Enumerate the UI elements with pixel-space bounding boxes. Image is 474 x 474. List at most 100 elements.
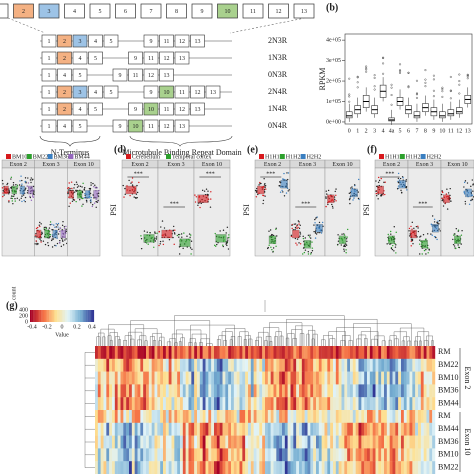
y-tick-label: 1e+05 (326, 99, 341, 105)
heat-cell (112, 435, 116, 449)
point (325, 190, 327, 192)
heat-cell (163, 461, 167, 474)
point (302, 237, 305, 240)
heat-cell (177, 435, 181, 449)
heat-cell (313, 384, 317, 398)
point (309, 237, 312, 239)
point (63, 227, 66, 230)
heat-cell (199, 461, 203, 474)
heat-cell (276, 448, 280, 462)
exon-label: 12 (195, 90, 201, 96)
heat-cell (344, 448, 348, 462)
heat-cell (143, 397, 147, 411)
heat-cell (245, 461, 249, 474)
heat-cell (293, 461, 297, 474)
heat-cell (350, 358, 354, 372)
point (255, 191, 258, 193)
heat-cell (321, 422, 325, 436)
heat-cell (415, 384, 419, 398)
heat-cell (392, 461, 396, 474)
point (24, 180, 27, 183)
heat-cell (364, 358, 368, 372)
heat-cell (341, 384, 345, 398)
heat-cell (123, 435, 127, 449)
point (48, 227, 51, 229)
point (35, 240, 37, 242)
box (68, 190, 75, 199)
heat-cell (109, 358, 113, 372)
point (377, 181, 380, 183)
heat-cell (106, 346, 110, 359)
heat-cell (415, 435, 419, 449)
point (397, 177, 400, 180)
heat-cell (160, 448, 164, 462)
heat-cell (313, 358, 317, 372)
heat-cell (112, 346, 116, 359)
heat-cell (262, 461, 266, 474)
point (335, 200, 337, 202)
heat-cell (350, 346, 354, 359)
heat-cell (168, 384, 172, 398)
exon-label: 9 (134, 56, 137, 62)
point (86, 201, 88, 203)
point (268, 244, 270, 246)
heat-cell (284, 448, 288, 462)
key-cell (31, 310, 34, 322)
point (49, 221, 52, 223)
heat-cell (324, 371, 328, 385)
heat-cell (103, 422, 107, 436)
outlier (415, 92, 418, 95)
x-tick-label: 2 (365, 128, 368, 134)
box (447, 109, 455, 117)
exon-label: 9 (119, 124, 122, 130)
key-count-tick: 200 (19, 313, 28, 319)
dendrogram (225, 328, 246, 346)
heat-cell (361, 422, 365, 436)
heat-cell (372, 397, 376, 411)
point (335, 188, 337, 190)
heat-cell (185, 371, 189, 385)
heat-cell (165, 346, 169, 359)
heat-cell (262, 384, 266, 398)
point (49, 236, 51, 238)
box (76, 190, 83, 199)
key-cell (92, 310, 95, 322)
exon-box (143, 68, 159, 82)
heat-cell (265, 410, 269, 423)
point (147, 243, 149, 245)
heat-cell (219, 346, 223, 359)
heat-cell (228, 422, 232, 436)
heat-cell (100, 358, 104, 372)
heat-cell (389, 461, 393, 474)
dendrogram (188, 342, 193, 346)
outlier (432, 78, 435, 81)
heat-cell (267, 346, 271, 359)
dendrogram (134, 328, 158, 346)
heat-cell (225, 346, 229, 359)
dendrogram (431, 340, 434, 346)
point (472, 190, 474, 192)
point (285, 192, 288, 194)
heat-cell (216, 397, 220, 411)
heat-cell (270, 410, 274, 423)
point (93, 185, 95, 188)
heat-cell (180, 435, 184, 449)
heat-cell (103, 410, 107, 423)
heat-cell (140, 384, 144, 398)
heat-cell (106, 435, 110, 449)
row-label: BM22 (438, 462, 458, 471)
heat-cell (205, 384, 209, 398)
key-cell (47, 310, 50, 322)
point (399, 177, 402, 180)
heat-cell (225, 384, 229, 398)
legend-swatch (126, 154, 131, 159)
point (256, 187, 258, 190)
exon-box (41, 119, 57, 133)
heat-cell (114, 371, 118, 385)
heat-cell (350, 448, 354, 462)
point (55, 226, 58, 228)
outlier (399, 63, 402, 66)
heat-cell (120, 384, 124, 398)
heat-cell (304, 410, 308, 423)
heat-cell (321, 397, 325, 411)
